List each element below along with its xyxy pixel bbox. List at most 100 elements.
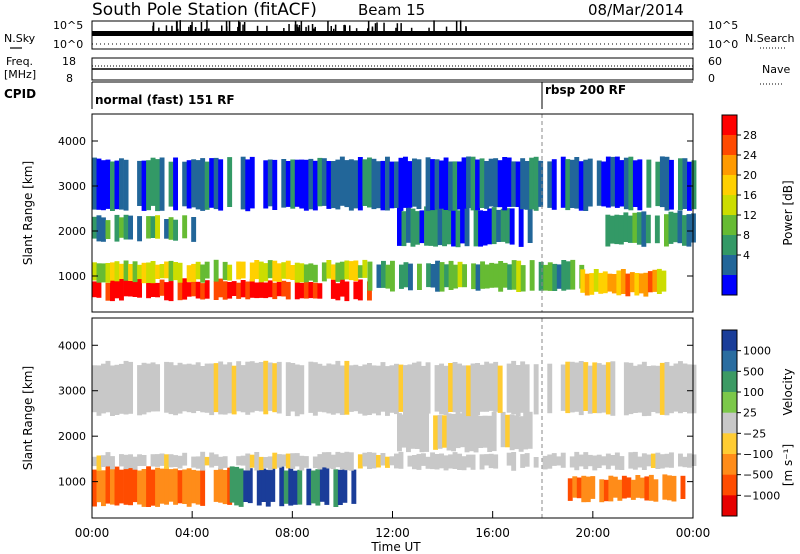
scatter-cell [371,452,377,469]
scatter-cell [452,362,458,413]
scatter-cell [464,413,470,453]
scatter-cell [191,280,197,297]
scatter-cell [543,264,549,291]
sky-spike [396,23,399,31]
power-y-ticks: 1000 2000 3000 4000 [58,135,693,283]
scatter-cell [245,159,251,212]
sky-spike [349,25,351,31]
scatter-cell [312,264,318,283]
scatter-cell [312,160,318,211]
scatter-cell [137,264,143,280]
scatter-cell [164,467,170,505]
scatter-cell [173,219,179,241]
scatter-cell [240,156,246,210]
n-search-tick-high: 10^5 [708,19,738,32]
scatter-cell [326,452,332,469]
scatter-cell [209,363,215,416]
scatter-cell [419,210,425,244]
scatter-cell [644,476,650,501]
scatter-cell [92,469,97,507]
scatter-cell [641,211,647,247]
scatter-cell [200,264,206,283]
power-plot-frame [91,113,694,313]
y-tick-label: 4000 [58,135,86,148]
scatter-cell [565,159,571,211]
scatter-cell [590,476,596,499]
scatter-cell [376,455,381,468]
sky-spike [237,26,239,31]
scatter-cell [437,415,443,449]
scatter-cell [342,469,348,503]
scatter-cell [195,456,201,469]
scatter-cell [155,454,161,467]
scatter-cell [587,158,593,207]
scatter-cell [502,157,508,211]
scatter-cell [92,365,97,413]
scatter-cell [380,453,386,466]
scatter-cell [173,262,179,281]
scatter-cell [593,269,599,292]
sky-spike [177,28,179,31]
scatter-cell [505,414,511,448]
scatter-cell [204,161,210,210]
scatter-cell [92,262,97,281]
scatter-cell [321,262,327,282]
y-tick-label: 3000 [58,385,86,398]
scatter-cell [584,273,590,296]
scatter-cell [119,158,124,210]
scatter-cell [159,157,165,211]
scatter-cell [583,159,589,211]
scatter-cell [533,457,539,468]
scatter-cell [410,208,416,247]
scatter-cell [218,468,224,503]
scatter-cell [524,364,530,413]
scatter-cell [195,160,201,210]
scatter-cell [114,160,120,210]
scatter-cell [119,363,124,414]
scatter-cell [96,215,102,242]
scatter-cell [412,455,417,470]
scatter-cell [650,453,656,468]
sky-spike [189,25,192,31]
scatter-cell [569,159,575,208]
cpid-label: CPID [4,87,36,101]
scatter-cell [132,465,138,503]
scatter-cell [191,263,197,282]
sky-spike [226,26,228,31]
scatter-cell [415,211,420,245]
x-tick-label: 00:00 [75,526,110,540]
scatter-cell [191,364,197,414]
sky-spike [171,25,173,31]
velocity-y-axis-label: Slant Range [km] [21,366,35,470]
scatter-cell [484,454,490,466]
scatter-cell [258,456,264,471]
scatter-cell [227,157,233,207]
sky-spike [297,26,299,31]
scatter-cell [547,262,553,291]
scatter-cell [529,260,535,291]
scatter-cell [319,466,325,502]
scatter-cell [457,363,463,412]
scatter-cell [408,263,413,291]
colorbar-tick-label: −100 [743,448,773,461]
scatter-cell [618,215,624,245]
scatter-cell [655,452,661,469]
scatter-cell [677,210,683,244]
scatter-cell [335,360,341,414]
scatter-cell [547,363,553,414]
scatter-cell [401,211,407,247]
scatter-cell [344,451,350,471]
scatter-cell [222,281,228,300]
scatter-cell [317,157,323,207]
scatter-cell [381,260,386,288]
scatter-cell [527,411,533,449]
scatter-cell [299,159,305,209]
scatter-cell [629,272,635,293]
sky-spike [313,28,315,31]
velocity-colorbar-ticks: 1000 500 100 25 −25 −100 −500 −1000 [737,345,780,502]
scatter-cell [580,269,586,293]
sky-spike [367,21,370,31]
scatter-cell [682,456,688,468]
cpid-panel: CPID normal (fast) 151 RF rbsp 200 RF [4,81,693,109]
sky-spike [204,29,206,31]
